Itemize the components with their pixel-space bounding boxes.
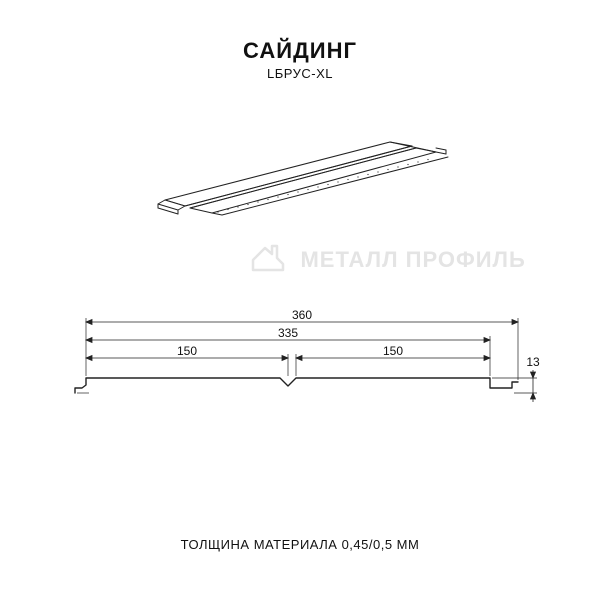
dim-working: 335 [278, 326, 298, 340]
page: САЙДИНГ LБРУС-XL МЕТАЛЛ ПРОФИЛЬ [0, 0, 600, 600]
dim-height: 13 [526, 355, 540, 369]
product-title: САЙДИНГ [0, 38, 600, 64]
profile-path [75, 378, 518, 393]
perspective-view [100, 120, 500, 270]
product-subtitle: LБРУС-XL [0, 66, 600, 81]
dim-overall: 360 [292, 310, 312, 322]
material-thickness-note: ТОЛЩИНА МАТЕРИАЛА 0,45/0,5 ММ [0, 537, 600, 552]
dim-left: 150 [177, 344, 197, 358]
dim-right: 150 [383, 344, 403, 358]
cross-section-view: 360 335 150 150 13 [65, 310, 545, 430]
